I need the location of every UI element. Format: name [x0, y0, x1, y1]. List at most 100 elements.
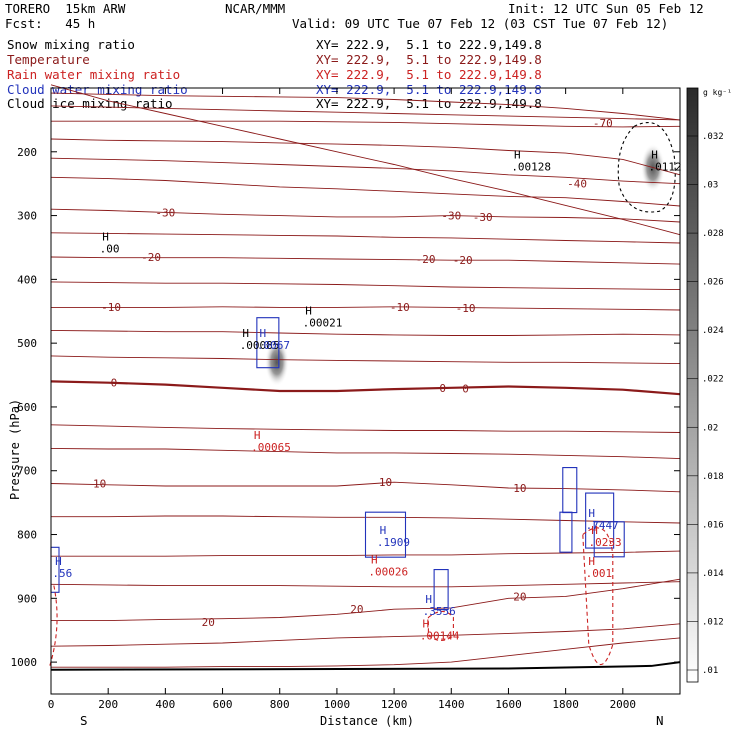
maximum-value-label: .00026	[368, 566, 408, 579]
isotherm-label: -20	[141, 251, 161, 264]
cloud-water-contour	[593, 521, 625, 558]
legend-temperature-xy: XY= 222.9, 5.1 to 222.9,149.8	[316, 52, 542, 67]
isotherm-label: 0	[439, 382, 446, 395]
maximum-value-label: .0233	[589, 536, 622, 549]
cloud-ice-contour	[617, 122, 676, 213]
x-tick-label: 1000	[324, 698, 351, 711]
x-tick-label: 600	[213, 698, 233, 711]
isotherm--60	[50, 138, 681, 176]
colorbar-tick-label: .01	[702, 666, 718, 676]
isotherm-line	[50, 105, 681, 121]
x-tick-label: 1800	[552, 698, 579, 711]
colorbar: .032 .03 .028 .026 .024 .022 .02 .018 .016 .014 .0…	[686, 87, 724, 683]
isotherm-label: -20	[416, 253, 436, 266]
colorbar-unit: g kg⁻¹	[703, 88, 732, 97]
colorbar-tick-label: .016	[702, 520, 724, 530]
isotherm-label: -70	[593, 117, 613, 130]
y-tick-label: 1000	[11, 656, 38, 669]
y-tick-label: 500	[17, 337, 37, 350]
hydrometeor-contours	[49, 122, 676, 666]
forecast-hour: Fcst: 45 h	[5, 16, 96, 31]
isotherm-label: -30	[155, 206, 175, 219]
isotherm-line	[50, 623, 681, 647]
x-tick-label: 400	[155, 698, 175, 711]
cloud-water-contour	[562, 466, 578, 514]
model-title: TORERO 15km ARW	[5, 1, 126, 16]
legend-rain-xy: XY= 222.9, 5.1 to 222.9,149.8	[316, 67, 542, 82]
isotherm--20	[50, 256, 681, 265]
init-time: Init: 12 UTC Sun 05 Feb 12	[508, 1, 704, 16]
isotherm--10	[51, 306, 681, 311]
maximum-value-label: .00128	[511, 160, 551, 173]
rain-water-contour	[427, 610, 454, 642]
isotherm-label: -20	[453, 254, 473, 267]
maximum-h-marker: H	[305, 305, 312, 318]
ground-surface-line	[50, 661, 681, 671]
legend-rain-label: Rain water mixing ratio	[7, 67, 181, 82]
colorbar-tick-label: .032	[702, 132, 724, 142]
south-end-label: S	[80, 713, 88, 728]
maximum-value-label: .3556	[423, 605, 456, 618]
colorbar-tick-label: .028	[702, 229, 724, 239]
legend-cloud-water-xy: XY= 222.9, 5.1 to 222.9,149.8	[316, 82, 542, 97]
x-tick-label: 1400	[438, 698, 465, 711]
maximum-value-label: .00144	[420, 629, 460, 642]
colorbar-tick-label: .024	[702, 326, 724, 336]
maximum-h-marker: H	[371, 554, 378, 567]
maximum-h-marker: H	[588, 555, 595, 568]
maximum-h-marker: H	[514, 148, 521, 161]
maximum-value-label: .56	[52, 567, 72, 580]
isotherm-line	[50, 281, 681, 291]
colorbar-tick-label: .018	[702, 472, 724, 482]
isotherm-line	[50, 581, 681, 588]
isotherm-label: 20	[350, 603, 363, 616]
isotherm-label: 20	[513, 590, 526, 603]
maximum-h-marker: H	[651, 148, 658, 161]
maximum-h-marker: H	[55, 555, 62, 568]
y-tick-label: 900	[17, 592, 37, 605]
isotherm-label: -10	[390, 301, 410, 314]
y-tick-label: 600	[17, 401, 37, 414]
contour-labels: -70 -40 -30 -30 -30 -20 -20 -20 -10 -10 -10 0 0 0 10 10…	[52, 117, 681, 642]
y-tick-label: 400	[17, 273, 37, 286]
isotherm-label: 10	[513, 482, 526, 495]
isotherm-label: -30	[473, 211, 493, 224]
isotherm-line	[50, 424, 681, 433]
rain-water-contour	[582, 527, 614, 666]
colorbar-tick-label: .022	[702, 375, 724, 385]
maximum-h-marker: H	[380, 524, 387, 537]
maximum-h-marker: H	[425, 593, 432, 606]
maximum-h-marker: H	[260, 327, 267, 340]
colorbar-scale	[686, 87, 699, 683]
cloud-water-contour	[433, 569, 449, 611]
maximum-value-label: .00085	[240, 339, 280, 352]
snow-shaded-max	[264, 338, 289, 387]
maximum-value-label: .00	[100, 243, 120, 256]
maximum-value-label: .0112	[649, 160, 682, 173]
maximum-value-label: .00021	[303, 317, 343, 330]
legend-cloud-ice-xy: XY= 222.9, 5.1 to 222.9,149.8	[316, 96, 542, 111]
plot-frame	[50, 87, 681, 695]
x-tick-label: 2000	[610, 698, 637, 711]
isotherm-line	[50, 329, 681, 336]
colorbar-tick-label: .026	[702, 278, 724, 288]
isotherm-label: -10	[101, 301, 121, 314]
isotherm--30	[50, 208, 681, 223]
maximum-h-marker: H	[591, 524, 598, 537]
isotherm-10	[50, 481, 681, 493]
cloud-water-contour	[585, 492, 615, 549]
isotherm-label: 0	[462, 382, 469, 395]
isotherm-line	[50, 355, 681, 365]
x-tick-label: 0	[48, 698, 55, 711]
isotherm-label: -40	[567, 178, 587, 191]
x-tick-label: 1600	[495, 698, 522, 711]
axes: 0 200 400 600 800 1000 1200 1400 1600 1800 2000200…	[11, 88, 680, 711]
isotherm--70	[51, 120, 681, 128]
x-tick-label: 1200	[381, 698, 408, 711]
isotherm-line	[51, 637, 681, 668]
isotherm-label: -30	[441, 210, 461, 223]
y-tick-label: 200	[17, 146, 37, 159]
maximum-h-marker: H	[254, 429, 261, 442]
